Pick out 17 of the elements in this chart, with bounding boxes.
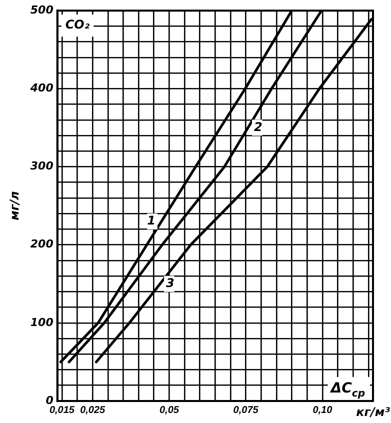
x-tick-label: 0,015	[49, 404, 75, 416]
y-tick-label: 200	[30, 238, 54, 251]
text: кг/м³	[356, 405, 391, 420]
y-tick-label: 0	[46, 394, 54, 407]
series-label: 2	[254, 120, 262, 134]
y-tick-label: 100	[30, 316, 54, 329]
annotation: CO₂	[65, 18, 90, 32]
x-tick-label: 0,025	[80, 404, 106, 416]
x-tick-label: 0,10	[312, 404, 333, 416]
y-axis-title: мг/л	[7, 190, 22, 220]
y-tick-label: 500	[30, 3, 54, 16]
y-tick-label: 300	[30, 160, 54, 173]
series-label: 1	[147, 214, 156, 228]
x-tick-label: 0,05	[159, 404, 180, 416]
x-tick-label: 0,075	[233, 404, 259, 416]
y-tick-label: 400	[29, 82, 54, 95]
series-label: 3	[166, 276, 174, 290]
